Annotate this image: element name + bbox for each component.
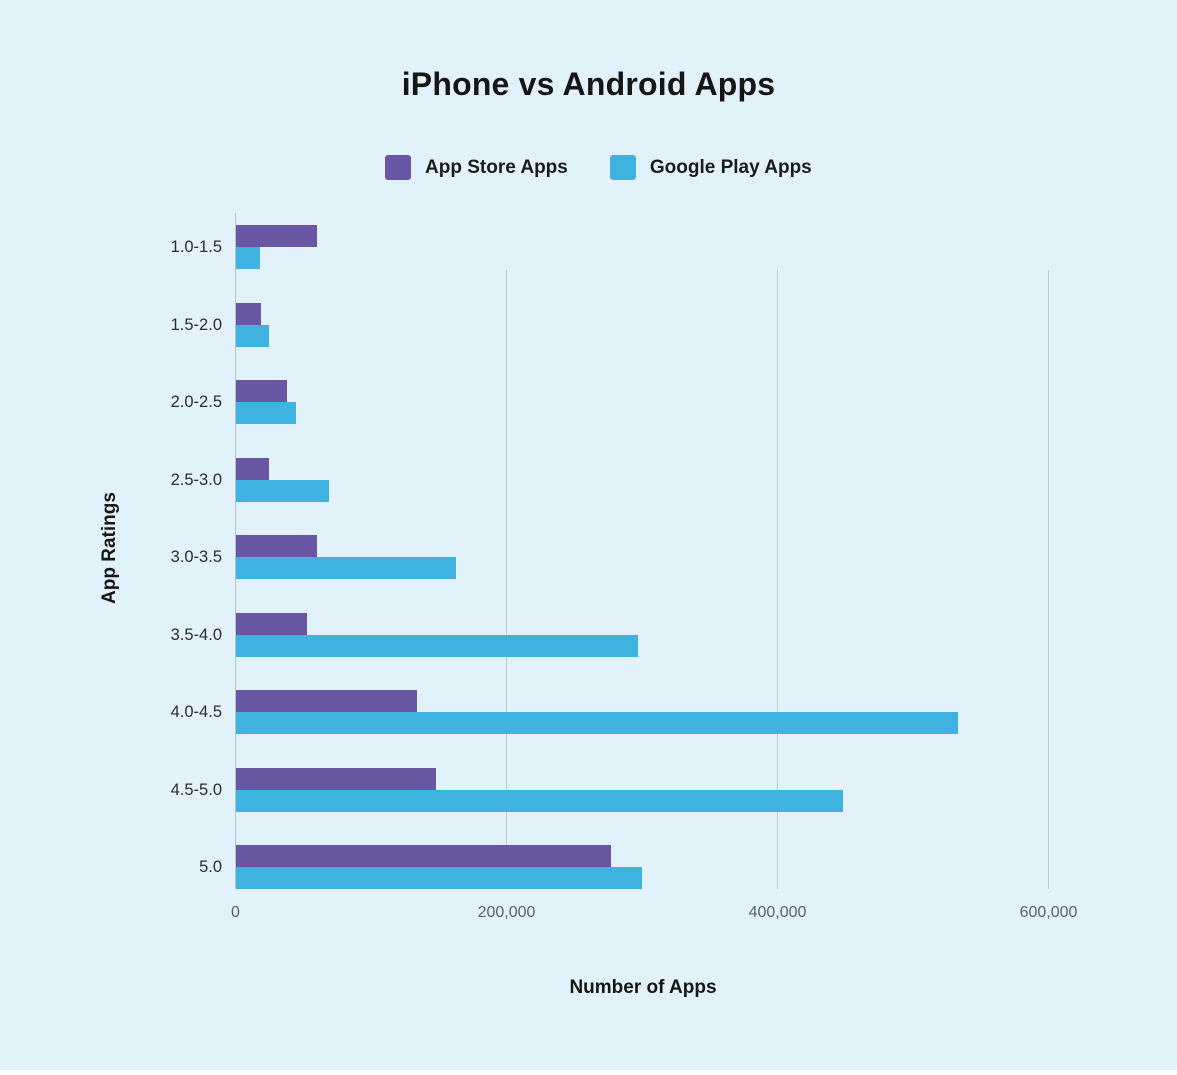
legend-label-google-play: Google Play Apps <box>649 157 812 178</box>
category-label: 3.0-3.5 <box>170 548 222 567</box>
category-label: 2.0-2.5 <box>170 393 222 412</box>
category-label: 2.5-3.0 <box>170 470 222 489</box>
gridline <box>505 270 508 889</box>
category-label: 1.5-2.0 <box>170 315 222 334</box>
google-play-color-swatch <box>609 155 636 180</box>
category-label: 4.5-5.0 <box>170 780 222 799</box>
x-tick-label: 400,000 <box>748 904 807 921</box>
bar-app-store <box>235 845 611 868</box>
x-tick-label: 200,000 <box>477 904 536 921</box>
y-axis-line <box>234 213 237 889</box>
bar-google-play <box>235 634 638 657</box>
bar-google-play <box>235 789 843 812</box>
gridline <box>776 270 779 889</box>
bar-google-play <box>235 557 457 580</box>
bar-google-play <box>235 712 958 735</box>
bar-app-store <box>235 767 437 790</box>
bar-app-store <box>235 380 287 403</box>
bottom-edge <box>0 1070 1177 1075</box>
bar-app-store <box>235 612 308 635</box>
chart-title: iPhone vs Android Apps <box>401 66 776 102</box>
bar-app-store <box>235 225 317 248</box>
bar-google-play <box>235 867 642 890</box>
x-tick-label: 0 <box>231 904 240 921</box>
bar-app-store <box>235 302 262 325</box>
legend-item-google-play: Google Play Apps <box>609 155 812 180</box>
category-label: 5.0 <box>199 858 222 877</box>
category-label: 3.5-4.0 <box>170 625 222 644</box>
category-label: 1.0-1.5 <box>170 238 222 257</box>
legend: App Store Apps Google Play Apps <box>385 155 812 180</box>
bar-google-play <box>235 402 297 425</box>
gridline <box>1047 270 1050 889</box>
bar-google-play <box>235 324 270 347</box>
legend-item-app-store: App Store Apps <box>385 155 568 180</box>
app-store-color-swatch <box>385 155 411 180</box>
x-axis-title: Number of Apps <box>569 977 717 998</box>
x-tick-label: 600,000 <box>1019 904 1078 921</box>
category-label: 4.0-4.5 <box>170 703 222 722</box>
bar-app-store <box>235 535 317 558</box>
legend-label-app-store: App Store Apps <box>425 157 568 178</box>
bar-app-store <box>235 457 270 480</box>
bar-google-play <box>235 247 260 270</box>
bar-app-store <box>235 690 418 713</box>
bar-google-play <box>235 479 329 502</box>
